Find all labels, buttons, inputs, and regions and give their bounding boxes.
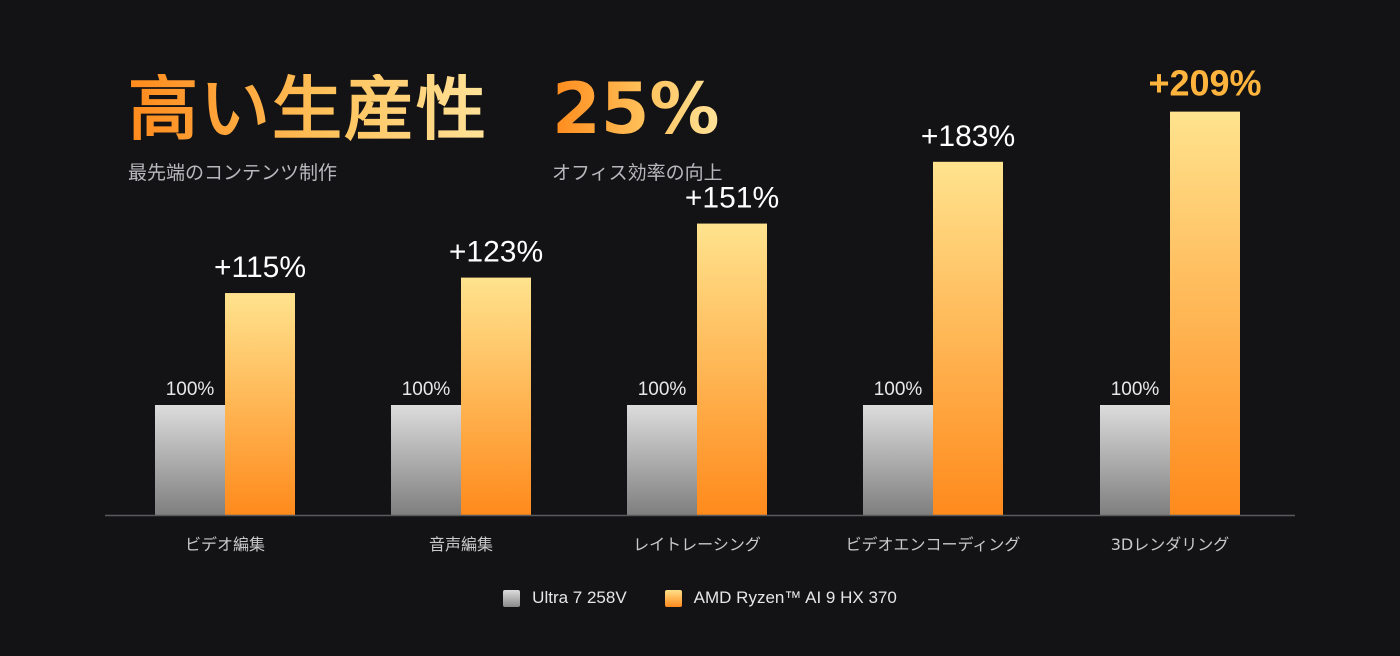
bar-label-amd-0: +115% <box>214 251 306 284</box>
bar-label-amd-4: +209% <box>1148 63 1261 104</box>
bar-amd-2 <box>697 223 767 515</box>
bar-amd-0 <box>225 293 295 515</box>
legend-label-amd: AMD Ryzen™ AI 9 HX 370 <box>693 588 897 607</box>
bar-baseline-0 <box>155 405 225 515</box>
bar-label-baseline-4: 100% <box>1111 379 1160 400</box>
legend-swatch-gray <box>503 589 521 607</box>
bar-label-baseline-3: 100% <box>874 379 923 400</box>
bar-label-amd-3: +183% <box>921 120 1015 153</box>
bar-amd-4 <box>1170 111 1240 515</box>
headline-percent: 25% <box>552 68 720 150</box>
subline-content-creation: 最先端のコンテンツ制作 <box>128 162 338 184</box>
bar-label-baseline-1: 100% <box>402 379 451 400</box>
bar-baseline-3 <box>863 405 933 515</box>
legend-item-baseline: Ultra 7 258V <box>503 588 627 608</box>
bar-baseline-1 <box>391 405 461 515</box>
bar-baseline-4 <box>1100 405 1170 515</box>
x-tick-label-0: ビデオ編集 <box>185 535 265 554</box>
headline-productivity: 高い生産性 <box>128 68 488 150</box>
bar-label-amd-2: +151% <box>685 182 779 215</box>
bar-label-amd-1: +123% <box>449 236 543 269</box>
x-tick-label-2: レイトレーシング <box>633 535 761 554</box>
legend: Ultra 7 258V AMD Ryzen™ AI 9 HX 370 <box>0 588 1400 608</box>
x-tick-label-4: 3Dレンダリング <box>1111 535 1230 554</box>
legend-label-baseline: Ultra 7 258V <box>532 588 627 607</box>
subline-office-efficiency: オフィス効率の向上 <box>552 162 723 184</box>
legend-item-amd: AMD Ryzen™ AI 9 HX 370 <box>664 588 897 608</box>
legend-swatch-orange <box>664 589 682 607</box>
x-tick-label-1: 音声編集 <box>429 535 493 554</box>
x-tick-label-3: ビデオエンコーディング <box>846 535 1021 554</box>
bar-amd-3 <box>933 161 1003 515</box>
bar-label-baseline-2: 100% <box>638 379 687 400</box>
bar-amd-1 <box>461 277 531 515</box>
bar-baseline-2 <box>627 405 697 515</box>
bar-label-baseline-0: 100% <box>166 379 215 400</box>
bar-chart: 100% +115% 100% +123% 100% +151% 100% +183% 100%… <box>105 63 1295 554</box>
